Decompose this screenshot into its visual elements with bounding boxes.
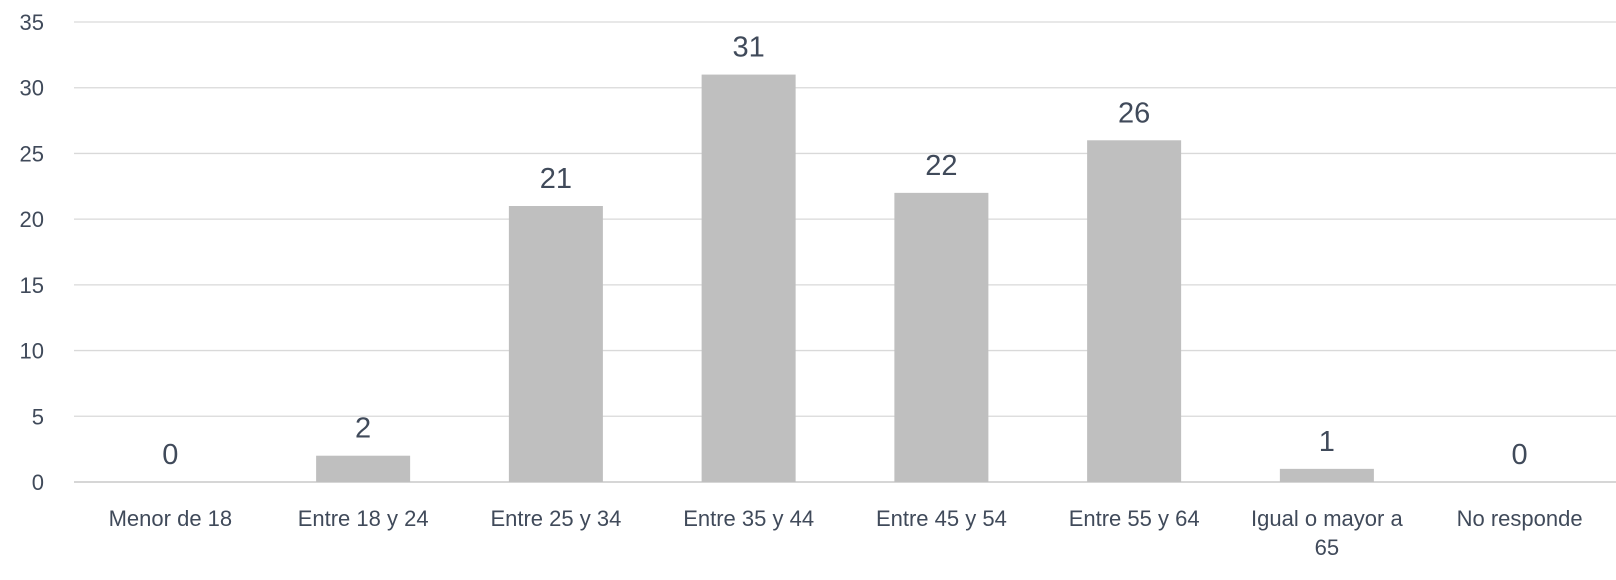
bar-7	[1279, 468, 1374, 482]
bar-3	[508, 206, 603, 482]
y-tick-label: 30	[20, 76, 44, 101]
y-tick-label: 35	[20, 10, 44, 35]
y-tick-label: 15	[20, 273, 44, 298]
y-tick-label: 20	[20, 207, 44, 232]
data-label: 2	[355, 413, 371, 445]
y-axis-tick-labels: 0 5 10 15 20 25 30 35	[20, 10, 44, 495]
bar-2	[316, 455, 411, 482]
data-labels: 0 2 21 31 22 26 1 0	[162, 32, 1527, 471]
x-category-label: Menor de 18	[109, 506, 233, 531]
data-label: 1	[1319, 426, 1335, 458]
x-category-label: Entre 45 y 54	[876, 506, 1007, 531]
data-label: 21	[540, 163, 572, 195]
y-tick-label: 0	[32, 470, 44, 495]
x-category-label: Entre 25 y 34	[490, 506, 621, 531]
bars	[316, 74, 1374, 483]
data-label: 0	[1512, 439, 1528, 471]
y-tick-label: 25	[20, 141, 44, 166]
bar-5	[894, 192, 989, 482]
bar-4	[701, 74, 796, 483]
x-category-label: No responde	[1457, 506, 1583, 531]
x-axis-category-labels: Menor de 18 Entre 18 y 24 Entre 25 y 34 Ent…	[109, 506, 1583, 560]
x-category-label: Entre 55 y 64	[1069, 506, 1200, 531]
data-label: 26	[1118, 97, 1150, 129]
data-label: 0	[162, 439, 178, 471]
x-category-label: 65	[1315, 535, 1339, 560]
data-label: 22	[925, 150, 957, 182]
data-label: 31	[732, 32, 764, 64]
gridlines	[74, 21, 1616, 483]
x-category-label: Entre 18 y 24	[298, 506, 429, 531]
x-category-label: Entre 35 y 44	[683, 506, 814, 531]
y-tick-label: 5	[32, 404, 44, 429]
bar-6	[1087, 140, 1182, 483]
x-category-label: Igual o mayor a	[1251, 506, 1403, 531]
y-tick-label: 10	[20, 339, 44, 364]
